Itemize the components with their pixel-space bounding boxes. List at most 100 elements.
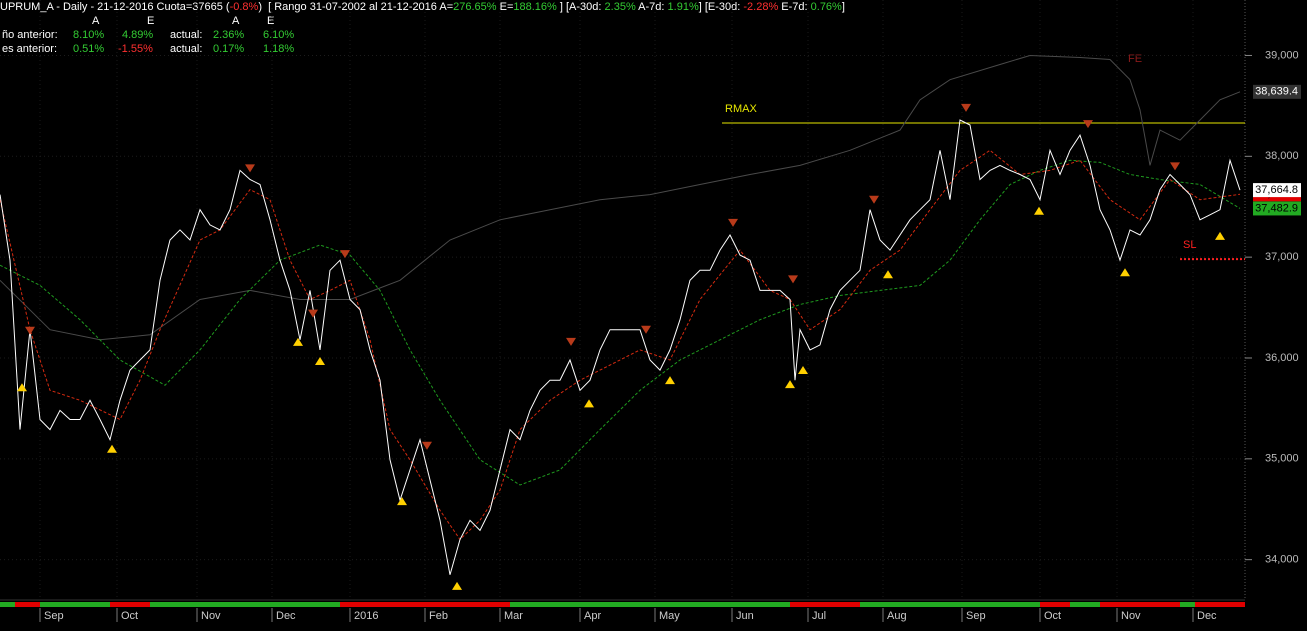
signal-marker	[869, 195, 879, 204]
stats-column: E	[267, 15, 274, 27]
y-tick-label: 36,000	[1265, 352, 1299, 364]
last-value-label: 37,482.9	[1255, 202, 1298, 214]
header-part: -0.8%	[230, 1, 259, 13]
stats-column: A	[92, 15, 100, 27]
signal-marker	[315, 356, 325, 365]
signal-marker	[961, 103, 971, 112]
y-tick-label: 39,000	[1265, 49, 1299, 61]
y-tick-label: 37,000	[1265, 251, 1299, 263]
header-part: ] [E-30d:	[699, 1, 744, 13]
stats-cell: ño anterior:	[2, 29, 58, 41]
signal-marker	[1034, 206, 1044, 215]
header-part: A-7d:	[636, 1, 668, 13]
signal-marker	[1083, 120, 1093, 129]
signal-marker	[245, 164, 255, 173]
signal-marker	[641, 325, 651, 334]
last-value-box	[1253, 84, 1301, 99]
signal-marker	[1120, 268, 1130, 277]
x-tick-label: Oct	[121, 610, 138, 622]
x-tick-label: Nov	[201, 610, 221, 622]
stats-cell: es anterior:	[2, 43, 57, 55]
signal-marker	[728, 218, 738, 227]
signal-marker	[785, 380, 795, 389]
header-part: 1.91%	[668, 1, 699, 13]
stats-cell: 4.89%	[122, 29, 153, 41]
x-tick-label: Feb	[429, 610, 448, 622]
stats-cell: 1.18%	[263, 43, 294, 55]
signal-marker	[107, 444, 117, 453]
stats-cell: 0.51%	[73, 43, 104, 55]
stats-column: E	[147, 15, 154, 27]
regime-band	[40, 602, 110, 607]
stats-cell: 2.36%	[213, 29, 244, 41]
stats-cell: actual:	[170, 43, 202, 55]
x-tick-label: May	[659, 610, 680, 622]
regime-band	[1100, 602, 1180, 607]
x-tick-label: Nov	[1121, 610, 1141, 622]
stats-cell: 0.17%	[213, 43, 244, 55]
x-tick-label: Dec	[1197, 610, 1217, 622]
header-part: 2.35%	[605, 1, 636, 13]
regime-band	[790, 602, 860, 607]
x-tick-label: Sep	[44, 610, 64, 622]
header-part: E-7d:	[778, 1, 810, 13]
x-tick-label: Aug	[887, 610, 907, 622]
last-value-box	[1253, 183, 1301, 198]
stats-cell: 8.10%	[73, 29, 104, 41]
header-part: ] [A-30d:	[557, 1, 605, 13]
signal-marker	[340, 250, 350, 259]
x-tick-label: Sep	[966, 610, 986, 622]
header-part: ) [ Rango 31-07-2002 al 21-12-2016 A=	[258, 1, 453, 13]
last-value-label: 37,664.8	[1255, 184, 1298, 196]
signal-marker	[397, 497, 407, 506]
stats-cell: 6.10%	[263, 29, 294, 41]
x-tick-label: Jun	[736, 610, 754, 622]
series-line	[0, 149, 1241, 541]
last-value-box	[1253, 201, 1301, 216]
signal-marker	[788, 275, 798, 284]
regime-band	[860, 602, 1040, 607]
level-label: RMAX	[725, 103, 757, 115]
series-line	[0, 159, 1241, 486]
signal-marker	[1215, 231, 1225, 240]
regime-band	[510, 602, 790, 607]
regime-band	[1180, 602, 1195, 607]
signal-marker	[566, 337, 576, 346]
header-part: 276.65%	[453, 1, 497, 13]
signal-marker	[17, 383, 27, 392]
signal-marker	[883, 270, 893, 279]
x-tick-label: Dec	[276, 610, 296, 622]
header-part: E=	[497, 1, 514, 13]
x-tick-label: Oct	[1044, 610, 1061, 622]
level-label: SL	[1183, 239, 1196, 251]
regime-band	[1070, 602, 1100, 607]
x-tick-label: Apr	[584, 610, 601, 622]
signal-marker	[25, 326, 35, 335]
x-tick-label: 2016	[354, 610, 378, 622]
regime-band	[15, 602, 40, 607]
regime-band	[110, 602, 150, 607]
series-name: FE	[1128, 53, 1142, 65]
y-tick-label: 38,000	[1265, 150, 1299, 162]
y-tick-label: 34,000	[1265, 554, 1299, 566]
signal-marker	[308, 309, 318, 318]
regime-band	[340, 602, 510, 607]
header-part: ]	[842, 1, 845, 13]
header-part: 188.16%	[513, 1, 557, 13]
stats-cell: -1.55%	[118, 43, 153, 55]
signal-marker	[1170, 162, 1180, 171]
header-part: UPRUM_A - Daily - 21-12-2016 Cuota=37665…	[0, 1, 230, 13]
stats-cell: actual:	[170, 29, 202, 41]
signal-marker	[665, 376, 675, 385]
header: UPRUM_A - Daily - 21-12-2016 Cuota=37665…	[0, 1, 845, 13]
header-part: 0.76%	[811, 1, 842, 13]
x-tick-label: Mar	[504, 610, 523, 622]
header-part: -2.28%	[743, 1, 778, 13]
series-line	[0, 54, 1241, 341]
signal-marker	[422, 441, 432, 450]
signal-marker	[452, 581, 462, 590]
last-value-label: 38,639.4	[1255, 86, 1298, 98]
regime-band	[1195, 602, 1245, 607]
